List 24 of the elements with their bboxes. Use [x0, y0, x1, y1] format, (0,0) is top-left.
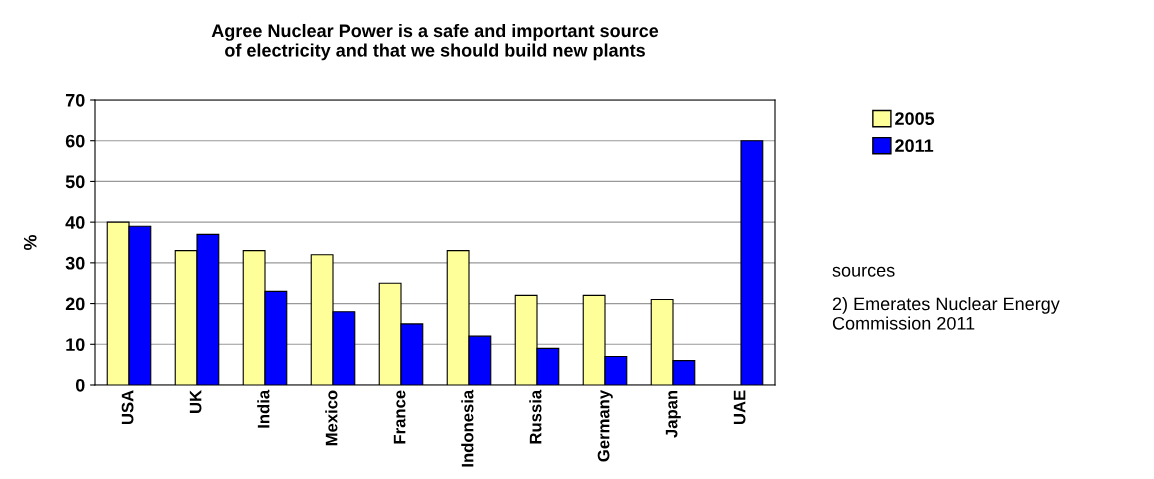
- chart-title: Agree Nuclear Power is a safe and important source of electricity and that we should build new plants: [211, 23, 659, 61]
- text: 2) Emerates Nuclear Energy Commission 2011: [832, 296, 1060, 330]
- y-tick-label: 60: [65, 134, 85, 148]
- y-tick-label: 0: [75, 378, 85, 392]
- x-tick-label: Japan: [665, 390, 681, 438]
- y-tick-label: 10: [66, 338, 85, 352]
- y-tick-label: 70: [65, 93, 85, 107]
- x-tick-label: USA: [121, 390, 134, 425]
- x-tick-label: UK: [189, 390, 202, 413]
- x-tick-label: India: [257, 389, 270, 428]
- y-tick-label: 40: [65, 216, 85, 229]
- x-tick-label: UAE: [733, 390, 746, 425]
- text: sources: [832, 266, 895, 277]
- y-axis-title: %: [23, 234, 37, 251]
- x-tick-label: France: [393, 390, 406, 444]
- y-tick-label: 20: [65, 297, 85, 311]
- x-tick-label: Mexico: [325, 390, 338, 446]
- x-tick-label: Germany: [597, 389, 613, 462]
- legend-label: 2011: [895, 139, 934, 153]
- y-tick-label: 30: [65, 256, 85, 270]
- legend-label: 2005: [895, 112, 935, 125]
- y-tick-label: 50: [65, 175, 85, 189]
- x-tick-label: Indonesia: [461, 389, 474, 467]
- x-tick-label: Russia: [529, 389, 542, 444]
